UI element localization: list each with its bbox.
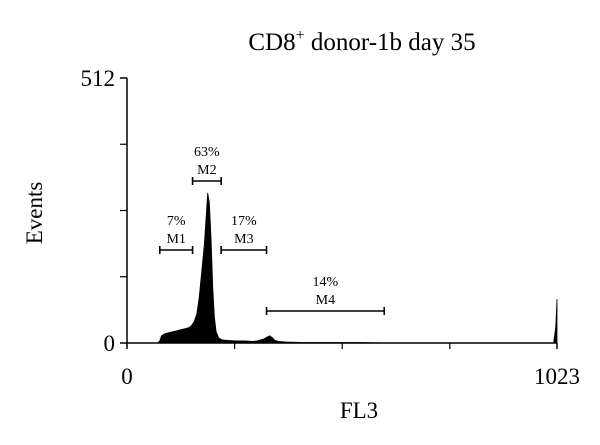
chart-title: CD8+ donor-1b day 35 xyxy=(248,27,475,56)
gate-percent-label: 14% xyxy=(313,275,339,290)
y-axis-label: Events xyxy=(22,182,47,245)
gate-percent-label: 17% xyxy=(231,214,257,229)
gate-percent-label: 63% xyxy=(194,145,220,160)
gate-name-label: M4 xyxy=(316,293,335,308)
x-tick-label: 0 xyxy=(121,364,133,389)
gate-name-label: M2 xyxy=(197,163,216,178)
gate-markers: 7% M1 63% M2 17% M3 14% M4 xyxy=(158,145,386,315)
x-tick-label: 1023 xyxy=(534,364,580,389)
x-axis-label: FL3 xyxy=(340,398,378,423)
gate-name-label: M3 xyxy=(234,232,253,247)
gate-percent-label: 7% xyxy=(167,214,186,229)
y-tick-label: 0 xyxy=(104,331,116,356)
x-axis-ticks: 0 1023 xyxy=(121,343,580,389)
histogram-area xyxy=(156,192,558,344)
y-tick-label: 512 xyxy=(81,66,116,91)
y-axis-ticks: 0 512 xyxy=(81,66,127,356)
gate-name-label: M1 xyxy=(166,232,185,247)
